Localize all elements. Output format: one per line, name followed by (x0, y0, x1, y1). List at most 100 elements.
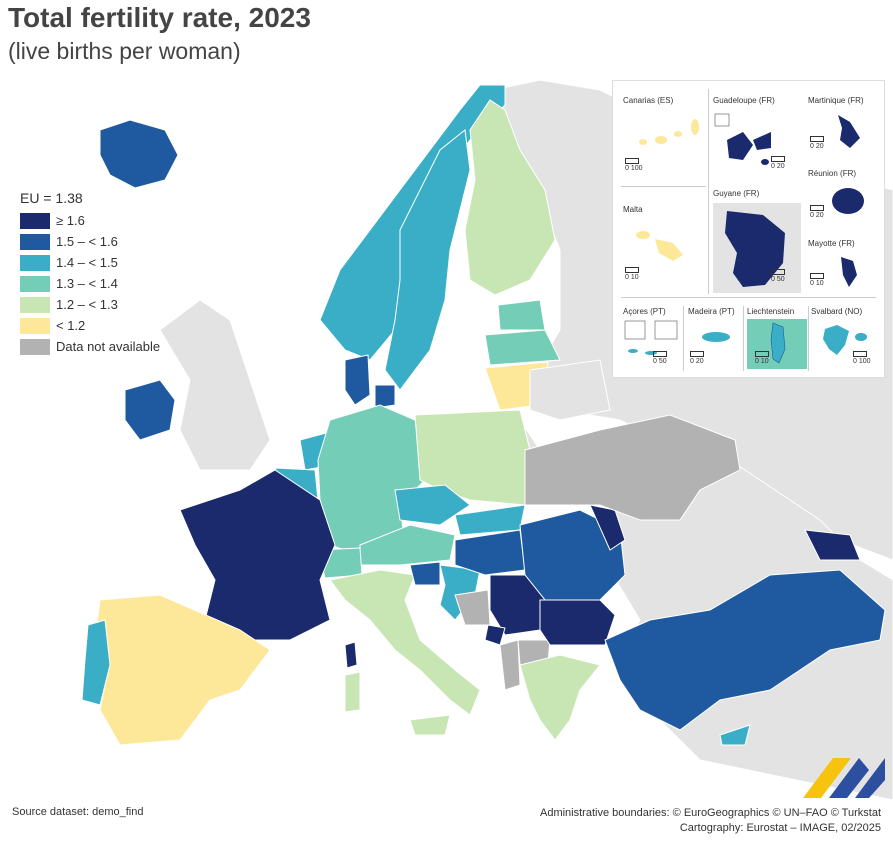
map-legend: EU = 1.38 ≥ 1.6 1.5 – < 1.6 1.4 – < 1.5 1.3… (20, 190, 160, 357)
region-sicily (409, 714, 451, 736)
region-sweden (384, 129, 471, 391)
legend-swatch (20, 212, 50, 229)
legend-label: 1.5 – < 1.6 (56, 234, 118, 249)
inset-reunion: Réunion (FR) 0 20 (808, 169, 883, 224)
boundaries-credit: Administrative boundaries: © EuroGeograp… (539, 807, 881, 819)
legend-label: 1.3 – < 1.4 (56, 276, 118, 291)
inset-label-canarias: Canarias (ES) (623, 96, 674, 105)
region-ireland (124, 379, 176, 441)
region-bulgaria (539, 599, 616, 646)
scale-liechtenstein: 0 10 (755, 351, 771, 365)
legend-swatch (20, 254, 50, 271)
malta-shape (636, 231, 683, 261)
guyane-shape (713, 203, 801, 293)
inset-label-liechtenstein: Liechtenstein (747, 307, 795, 316)
inset-panel: Canarias (ES) 0 100 Guadeloupe (FR) 0 20… (612, 80, 885, 378)
inset-guadeloupe: Guadeloupe (FR) 0 20 (713, 96, 798, 181)
region-slovenia (409, 561, 441, 586)
canarias-shape (639, 119, 699, 145)
region-corsica (344, 641, 358, 669)
region-iceland (99, 119, 179, 189)
scale-guyane: 0 50 (771, 269, 787, 283)
legend-swatch (20, 317, 50, 334)
inset-mayotte: Mayotte (FR) 0 10 (808, 239, 883, 294)
map-title: Total fertility rate, 2023 (8, 2, 311, 33)
legend-item: 1.3 – < 1.4 (20, 273, 160, 294)
region-hungary (454, 529, 526, 576)
region-bosnia (454, 589, 491, 626)
madeira-shape (702, 332, 730, 342)
region-denmark-islands (374, 384, 396, 409)
inset-label-madeira: Madeira (PT) (688, 307, 735, 316)
scale-malta: 0 10 (625, 267, 641, 281)
legend-item: 1.5 – < 1.6 (20, 231, 160, 252)
mayotte-shape (841, 257, 857, 287)
source-text: Source dataset: demo_find (12, 806, 144, 818)
legend-item: ≥ 1.6 (20, 210, 160, 231)
inset-label-svalbard: Svalbard (NO) (811, 307, 863, 316)
inset-malta: Malta 0 10 (623, 205, 703, 285)
inset-canarias: Canarias (ES) 0 100 (623, 96, 703, 181)
legend-label: 1.4 – < 1.5 (56, 255, 118, 270)
legend-swatch (20, 275, 50, 292)
legend-item: 1.4 – < 1.5 (20, 252, 160, 273)
region-estonia (497, 299, 546, 331)
scale-mayotte: 0 10 (810, 273, 826, 287)
legend-swatch (20, 296, 50, 313)
region-montenegro (484, 624, 506, 646)
credits: Administrative boundaries: © EuroGeograp… (540, 806, 881, 836)
inset-martinique: Martinique (FR) 0 20 (808, 96, 883, 161)
region-albania (499, 639, 521, 691)
legend-label: ≥ 1.6 (56, 213, 85, 228)
legend-label: < 1.2 (56, 318, 86, 333)
region-france (179, 469, 336, 641)
legend-header: EU = 1.38 (20, 190, 83, 206)
region-belarus (529, 359, 611, 421)
region-poland (414, 409, 531, 506)
liechtenstein-shape (747, 319, 807, 369)
map-subtitle: (live births per woman) (8, 38, 241, 64)
inset-label-malta: Malta (623, 205, 643, 214)
eurostat-logo (803, 758, 885, 798)
scale-reunion: 0 20 (810, 205, 826, 219)
svalbard-shape (823, 325, 867, 355)
martinique-shape (838, 115, 860, 148)
inset-label-guadeloupe: Guadeloupe (FR) (713, 96, 775, 105)
region-sardinia (344, 671, 361, 713)
inset-label-mayotte: Mayotte (FR) (808, 239, 855, 248)
inset-svalbard: Svalbard (NO) 0 100 (811, 307, 881, 369)
legend-item: Data not available (20, 336, 160, 357)
inset-label-acores: Açores (PT) (623, 307, 666, 316)
uk-land (159, 299, 271, 471)
region-cyprus (719, 724, 751, 746)
scale-martinique: 0 20 (810, 136, 826, 150)
inset-label-reunion: Réunion (FR) (808, 169, 857, 178)
scale-acores: 0 50 (653, 351, 669, 365)
region-turkey (604, 569, 886, 731)
reunion-shape (832, 188, 864, 214)
region-georgia (804, 529, 861, 561)
inset-acores: Açores (PT) 0 50 (623, 307, 683, 369)
scale-guadeloupe: 0 20 (771, 156, 787, 170)
region-denmark (344, 354, 371, 406)
inset-madeira: Madeira (PT) 0 20 (688, 307, 743, 369)
region-portugal (81, 619, 111, 706)
inset-liechtenstein: Liechtenstein 0 10 (747, 307, 807, 369)
legend-item: < 1.2 (20, 315, 160, 336)
region-latvia (484, 329, 561, 366)
region-moldova (589, 504, 626, 551)
legend-label: 1.2 – < 1.3 (56, 297, 118, 312)
inset-label-martinique: Martinique (FR) (808, 96, 864, 105)
legend-item: 1.2 – < 1.3 (20, 294, 160, 315)
inset-guyane: Guyane (FR) 0 50 (713, 189, 801, 294)
legend-swatch (20, 233, 50, 250)
cartography-credit: Cartography: Eurostat – IMAGE, 02/2025 (679, 822, 881, 834)
region-finland (464, 99, 556, 296)
region-greece (519, 654, 601, 741)
region-ukraine (524, 414, 741, 521)
guadeloupe-shape (714, 113, 771, 165)
legend-label: Data not available (56, 339, 161, 354)
inset-label-guyane: Guyane (FR) (713, 189, 760, 198)
scale-madeira: 0 20 (690, 351, 706, 365)
scale-canarias: 0 100 (625, 158, 643, 172)
